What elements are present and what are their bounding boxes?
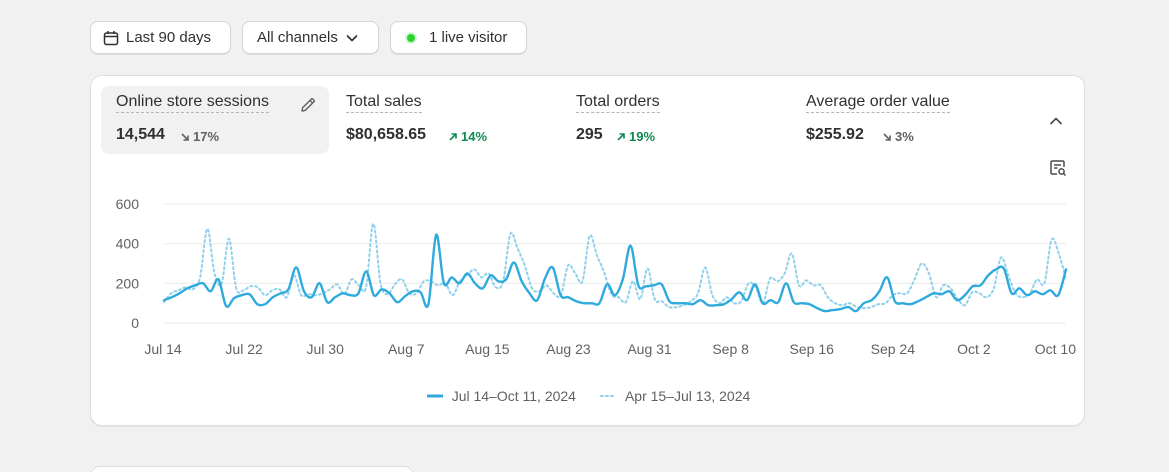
x-tick-label: Aug 23 xyxy=(546,341,591,357)
analyze-report-icon[interactable] xyxy=(1048,158,1068,183)
x-tick-label: Aug 7 xyxy=(388,341,425,357)
metric-value: 295 xyxy=(576,126,603,143)
metric-value: $80,658.65 xyxy=(346,126,427,143)
dotted-line-icon xyxy=(599,395,616,397)
metric-online-store-sessions[interactable]: Online store sessions 14,544 17% xyxy=(101,86,329,154)
live-visitors-button[interactable]: 1 live visitor xyxy=(390,21,527,54)
metric-delta-value: 3% xyxy=(895,129,914,144)
solid-line-icon xyxy=(426,394,443,398)
calendar-icon xyxy=(103,30,119,46)
x-tick-label: Sep 8 xyxy=(712,341,749,357)
metric-total-orders[interactable]: Total orders 295 19% xyxy=(561,86,781,154)
y-tick-label: 600 xyxy=(116,196,140,212)
metric-delta: 19% xyxy=(616,129,655,144)
date-range-label: Last 90 days xyxy=(126,29,212,46)
x-tick-label: Jul 22 xyxy=(225,341,263,357)
arrow-up-right-icon xyxy=(617,132,625,141)
metric-average-order-value[interactable]: Average order value $255.92 3% xyxy=(791,86,1011,154)
chart-legend: Jul 14–Oct 11, 2024 Apr 15–Jul 13, 2024 xyxy=(91,388,1086,404)
metric-delta-value: 14% xyxy=(461,129,488,144)
series-line-previous[interactable] xyxy=(163,222,1067,310)
metric-label: Total sales xyxy=(346,93,422,113)
arrow-down-right-icon xyxy=(181,132,189,141)
y-tick-label: 0 xyxy=(131,315,139,331)
legend-item-current[interactable]: Jul 14–Oct 11, 2024 xyxy=(426,388,576,404)
x-tick-label: Aug 31 xyxy=(627,341,672,357)
metric-delta: 3% xyxy=(882,129,914,144)
metric-value: $255.92 xyxy=(806,126,864,143)
chevron-up-icon[interactable] xyxy=(1048,113,1064,134)
series-line-current[interactable] xyxy=(162,233,1068,313)
metric-delta: 17% xyxy=(180,129,219,144)
pencil-icon[interactable] xyxy=(299,96,317,119)
metric-delta-value: 19% xyxy=(629,129,656,144)
legend-item-previous[interactable]: Apr 15–Jul 13, 2024 xyxy=(599,388,751,404)
x-tick-label: Jul 30 xyxy=(307,341,345,357)
x-tick-label: Sep 16 xyxy=(790,341,835,357)
x-tick-label: Sep 24 xyxy=(871,341,916,357)
y-tick-label: 200 xyxy=(116,275,140,291)
x-tick-label: Oct 2 xyxy=(957,341,991,357)
legend-label-current: Jul 14–Oct 11, 2024 xyxy=(451,388,576,404)
live-visitors-label: 1 live visitor xyxy=(429,29,508,46)
metric-total-sales[interactable]: Total sales $80,658.65 14% xyxy=(331,86,551,154)
live-status-dot-icon xyxy=(405,31,417,44)
metric-label: Average order value xyxy=(806,93,950,113)
arrow-down-right-icon xyxy=(883,132,891,141)
metric-label: Total orders xyxy=(576,93,660,113)
date-range-button[interactable]: Last 90 days xyxy=(90,21,231,54)
channels-select[interactable]: All channels xyxy=(242,21,379,54)
chevron-down-icon xyxy=(345,31,359,45)
metric-delta-value: 17% xyxy=(193,129,220,144)
metric-value: 14,544 xyxy=(116,126,165,143)
channels-label: All channels xyxy=(257,29,338,46)
next-card xyxy=(90,466,414,472)
x-tick-label: Jul 14 xyxy=(144,341,182,357)
x-tick-label: Aug 15 xyxy=(465,341,510,357)
metric-delta: 14% xyxy=(448,129,487,144)
x-tick-label: Oct 10 xyxy=(1035,341,1076,357)
y-tick-label: 400 xyxy=(116,236,140,252)
sessions-line-chart: 0 200 400 600 Jul 14 Jul 22 Jul 30 Aug 7 Aug 15… xyxy=(116,196,1077,357)
analytics-card: Online store sessions 14,544 17% Total s… xyxy=(90,75,1085,426)
arrow-up-right-icon xyxy=(449,132,457,141)
metric-label: Online store sessions xyxy=(116,93,269,113)
legend-label-previous: Apr 15–Jul 13, 2024 xyxy=(624,388,751,404)
